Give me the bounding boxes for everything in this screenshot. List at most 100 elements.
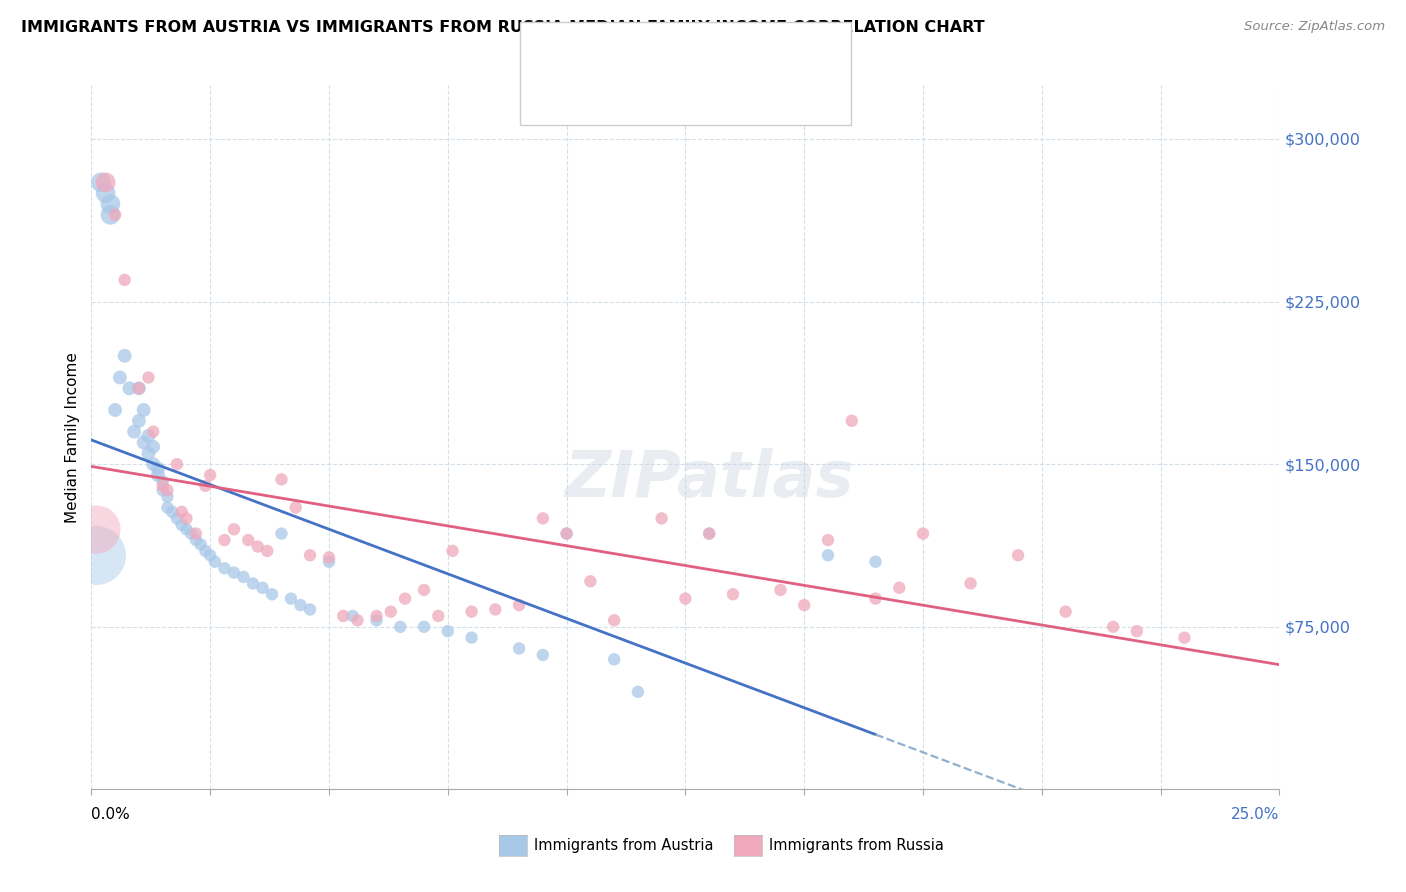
Point — [284, 500, 307, 515]
Point — [90, 175, 112, 189]
Point — [194, 479, 217, 493]
Point — [531, 511, 554, 525]
Point — [122, 425, 145, 439]
Point — [627, 685, 650, 699]
Point — [118, 381, 141, 395]
Point — [108, 370, 131, 384]
Point — [94, 186, 117, 201]
Point — [555, 526, 578, 541]
Point — [170, 517, 193, 532]
Text: ZIPatlas: ZIPatlas — [564, 449, 853, 510]
Point — [342, 609, 364, 624]
Point — [146, 468, 169, 483]
Point — [200, 548, 222, 562]
Point — [318, 555, 340, 569]
Point — [346, 613, 368, 627]
Point — [280, 591, 302, 606]
Point — [441, 544, 464, 558]
Point — [156, 483, 179, 498]
Point — [1102, 620, 1125, 634]
Point — [238, 533, 260, 547]
Point — [114, 273, 136, 287]
Point — [380, 605, 402, 619]
Point — [166, 511, 188, 525]
Point — [508, 641, 530, 656]
Text: IMMIGRANTS FROM AUSTRIA VS IMMIGRANTS FROM RUSSIA MEDIAN FAMILY INCOME CORRELATI: IMMIGRANTS FROM AUSTRIA VS IMMIGRANTS FR… — [21, 20, 984, 35]
Point — [100, 208, 122, 222]
Point — [222, 566, 245, 580]
Point — [366, 613, 388, 627]
Point — [146, 461, 169, 475]
Point — [132, 403, 155, 417]
Point — [138, 429, 160, 443]
Point — [1007, 548, 1029, 562]
Point — [413, 582, 436, 597]
Text: Source: ZipAtlas.com: Source: ZipAtlas.com — [1244, 20, 1385, 33]
Text: N =: N = — [682, 87, 718, 103]
Point — [817, 533, 839, 547]
Point — [697, 526, 720, 541]
Point — [156, 490, 179, 504]
Text: Immigrants from Austria: Immigrants from Austria — [534, 838, 714, 853]
Point — [180, 526, 202, 541]
Point — [484, 602, 506, 616]
Point — [128, 381, 150, 395]
Point — [1173, 631, 1195, 645]
Point — [366, 609, 388, 624]
Text: 0.0%: 0.0% — [91, 807, 131, 822]
Point — [184, 526, 207, 541]
Point — [555, 526, 578, 541]
Point — [270, 472, 292, 486]
Text: N =: N = — [682, 45, 718, 60]
Point — [697, 526, 720, 541]
Point — [427, 609, 450, 624]
Point — [84, 548, 107, 562]
Text: 25.0%: 25.0% — [1232, 807, 1279, 822]
Point — [721, 587, 744, 601]
Point — [214, 533, 236, 547]
Point — [394, 591, 416, 606]
Point — [142, 457, 165, 471]
Text: R =: R = — [581, 87, 616, 103]
Y-axis label: Median Family Income: Median Family Income — [65, 351, 80, 523]
Point — [460, 605, 482, 619]
Point — [138, 370, 160, 384]
Point — [160, 505, 183, 519]
Point — [769, 582, 792, 597]
Point — [865, 591, 887, 606]
Point — [132, 435, 155, 450]
Point — [603, 613, 626, 627]
Point — [84, 522, 107, 536]
Text: 0.019: 0.019 — [612, 87, 658, 103]
Point — [651, 511, 673, 525]
Point — [436, 624, 458, 639]
Point — [531, 648, 554, 662]
Point — [252, 581, 274, 595]
Point — [166, 457, 188, 471]
Point — [128, 381, 150, 395]
Point — [270, 526, 292, 541]
Point — [413, 620, 436, 634]
Point — [128, 414, 150, 428]
Point — [817, 548, 839, 562]
Point — [94, 175, 117, 189]
Text: 55: 55 — [710, 87, 730, 103]
Point — [194, 544, 217, 558]
Text: R =: R = — [581, 45, 616, 60]
Point — [332, 609, 354, 624]
Point — [176, 511, 198, 525]
Point — [260, 587, 283, 601]
Point — [138, 446, 160, 460]
Point — [865, 555, 887, 569]
Point — [889, 581, 911, 595]
Point — [142, 425, 165, 439]
Text: 58: 58 — [710, 45, 730, 60]
Point — [152, 475, 174, 489]
Point — [176, 522, 198, 536]
Point — [841, 414, 863, 428]
Point — [232, 570, 254, 584]
Point — [104, 403, 127, 417]
Point — [190, 537, 212, 551]
Point — [318, 550, 340, 565]
Text: Immigrants from Russia: Immigrants from Russia — [769, 838, 943, 853]
